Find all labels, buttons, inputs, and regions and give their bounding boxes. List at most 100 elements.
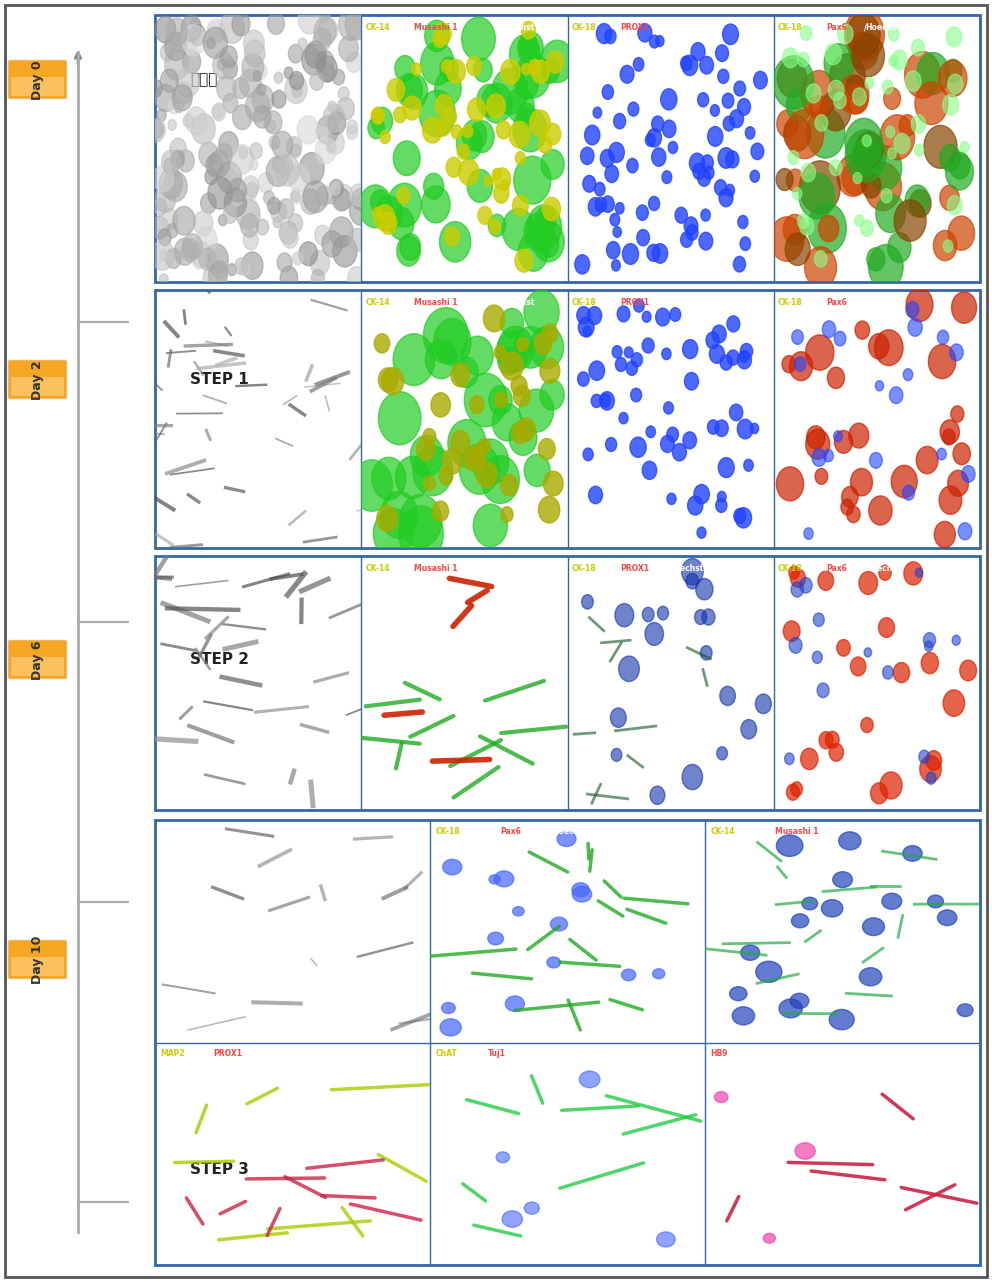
Circle shape (734, 509, 746, 523)
Circle shape (439, 56, 458, 81)
Circle shape (484, 176, 493, 186)
Circle shape (610, 213, 620, 226)
Circle shape (847, 506, 860, 523)
Circle shape (599, 391, 614, 410)
Circle shape (737, 351, 751, 369)
Circle shape (246, 206, 258, 222)
Circle shape (292, 85, 303, 97)
Circle shape (379, 368, 398, 392)
Circle shape (891, 465, 918, 497)
Circle shape (252, 85, 274, 113)
Text: Musashi 1: Musashi 1 (414, 564, 457, 573)
Circle shape (198, 142, 218, 168)
Circle shape (588, 486, 602, 504)
Text: /: / (211, 1049, 214, 1058)
Circle shape (791, 782, 803, 796)
Circle shape (515, 151, 525, 164)
Circle shape (310, 73, 323, 90)
Circle shape (376, 196, 403, 231)
Circle shape (783, 47, 799, 68)
Circle shape (515, 249, 533, 272)
Circle shape (943, 240, 952, 253)
Circle shape (351, 460, 393, 512)
Text: Hoechst: Hoechst (540, 1049, 575, 1058)
Circle shape (151, 217, 169, 238)
Circle shape (720, 686, 735, 705)
Circle shape (960, 141, 969, 153)
Circle shape (926, 751, 941, 770)
Circle shape (682, 432, 696, 449)
Circle shape (289, 165, 310, 192)
Circle shape (242, 251, 263, 279)
Circle shape (249, 159, 258, 171)
Circle shape (298, 38, 307, 50)
Circle shape (889, 27, 899, 41)
Text: ChAT: ChAT (435, 1049, 457, 1058)
Text: PROX1: PROX1 (212, 1049, 242, 1058)
Text: STEP 2: STEP 2 (190, 653, 249, 668)
Circle shape (849, 32, 878, 69)
Circle shape (395, 55, 415, 82)
Circle shape (777, 110, 799, 137)
Circle shape (489, 219, 500, 233)
Circle shape (846, 76, 864, 99)
Circle shape (159, 168, 183, 199)
Circle shape (702, 609, 715, 626)
Circle shape (853, 173, 862, 183)
Circle shape (947, 196, 962, 215)
Circle shape (649, 196, 660, 210)
Circle shape (285, 74, 308, 104)
Circle shape (642, 462, 657, 479)
Circle shape (501, 353, 523, 379)
Circle shape (151, 121, 166, 140)
Circle shape (890, 387, 903, 404)
Circle shape (801, 749, 818, 769)
Circle shape (833, 431, 842, 441)
Circle shape (413, 446, 452, 496)
Circle shape (719, 188, 733, 206)
Text: STEP 3: STEP 3 (190, 1163, 249, 1177)
Circle shape (845, 85, 868, 114)
Circle shape (792, 329, 804, 345)
Circle shape (888, 147, 897, 159)
Circle shape (222, 59, 237, 78)
Circle shape (146, 118, 165, 142)
Circle shape (862, 135, 871, 146)
Circle shape (591, 395, 602, 408)
Circle shape (664, 401, 674, 414)
Circle shape (184, 114, 193, 128)
Circle shape (870, 453, 882, 468)
Circle shape (264, 191, 275, 205)
Circle shape (729, 404, 743, 420)
Circle shape (722, 94, 734, 108)
Circle shape (150, 121, 163, 138)
Circle shape (524, 290, 559, 335)
Circle shape (697, 169, 710, 186)
Circle shape (600, 150, 614, 167)
Circle shape (394, 106, 406, 123)
Circle shape (375, 205, 395, 231)
Text: Day 10: Day 10 (31, 936, 44, 985)
Circle shape (939, 185, 959, 210)
Circle shape (279, 221, 298, 245)
Circle shape (701, 155, 713, 171)
Circle shape (529, 59, 541, 76)
Circle shape (795, 1142, 815, 1159)
Circle shape (784, 214, 806, 245)
Circle shape (157, 109, 167, 122)
Circle shape (493, 168, 501, 179)
Circle shape (515, 68, 539, 99)
Circle shape (500, 309, 524, 337)
Circle shape (544, 470, 563, 496)
Circle shape (799, 173, 834, 219)
Circle shape (539, 136, 552, 153)
Circle shape (615, 203, 624, 214)
Circle shape (160, 250, 169, 262)
Circle shape (938, 60, 967, 96)
Circle shape (763, 1233, 776, 1244)
Circle shape (601, 196, 614, 213)
Text: Hoechst: Hoechst (669, 564, 704, 573)
Circle shape (571, 883, 589, 897)
Text: CK-14: CK-14 (365, 564, 390, 573)
Circle shape (189, 24, 205, 45)
